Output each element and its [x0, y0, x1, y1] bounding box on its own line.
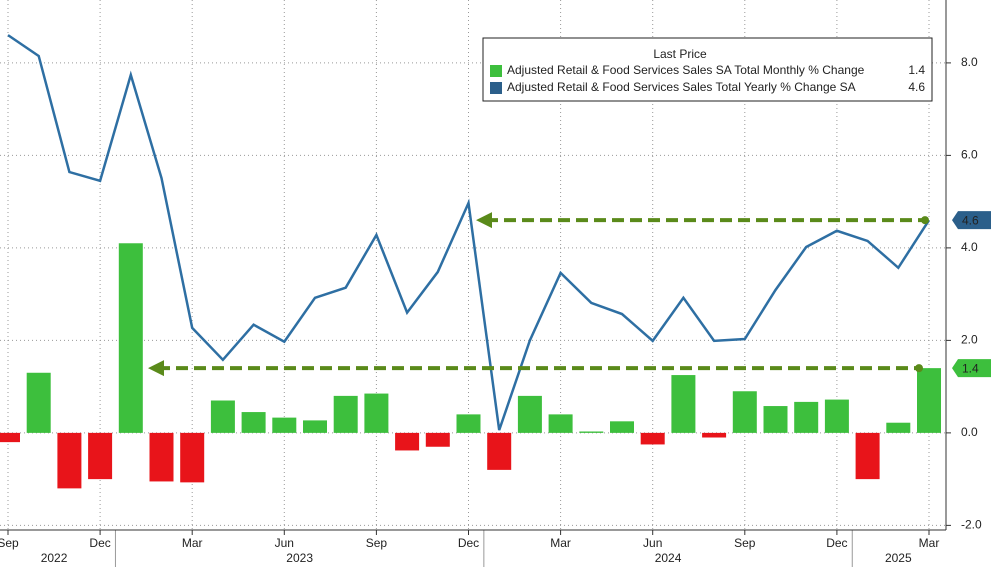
bar — [425, 432, 450, 447]
bar — [487, 432, 512, 470]
bar — [671, 375, 696, 433]
x-tick-label: Sep — [366, 536, 388, 550]
x-tick-label: Sep — [734, 536, 756, 550]
bar — [210, 400, 235, 433]
x-tick-label: Sep — [0, 536, 19, 550]
legend-value: 4.6 — [908, 80, 925, 94]
bar — [88, 432, 113, 480]
bar — [118, 243, 143, 433]
bar — [732, 391, 757, 433]
bar — [640, 432, 665, 445]
y-tick-label: 8.0 — [961, 55, 978, 69]
year-label: 2022 — [41, 551, 68, 565]
bar — [702, 432, 727, 438]
bar — [333, 395, 358, 433]
year-label: 2023 — [286, 551, 313, 565]
bar — [395, 432, 420, 451]
bar — [886, 422, 911, 433]
line — [7, 34, 931, 431]
legend-swatch — [490, 65, 502, 77]
y-tick-label: 6.0 — [961, 148, 978, 162]
bar — [180, 432, 205, 483]
arrow-head — [148, 360, 164, 377]
bar — [917, 368, 941, 433]
bar — [272, 417, 297, 433]
y-tick-label: 2.0 — [961, 333, 978, 347]
bar — [824, 399, 849, 433]
bar — [241, 412, 266, 433]
bar — [517, 395, 542, 433]
y-tick-label: 4.0 — [961, 240, 978, 254]
legend-title: Last Price — [653, 47, 707, 61]
x-tick-label: Dec — [826, 536, 847, 550]
legend-box — [482, 37, 933, 102]
arrow-dot — [921, 216, 929, 225]
bar — [149, 432, 174, 482]
value-tag — [952, 359, 991, 378]
bar — [303, 420, 327, 433]
bar — [579, 431, 604, 433]
x-tick-label: Mar — [550, 536, 571, 550]
bar — [610, 421, 634, 433]
bar — [548, 414, 573, 433]
value-tag-label: 4.6 — [962, 213, 979, 227]
year-label: 2024 — [655, 551, 682, 565]
bar — [364, 393, 389, 433]
legend-value: 1.4 — [908, 63, 925, 77]
bar — [0, 432, 20, 443]
legend-swatch — [490, 82, 502, 94]
y-tick-label: 0.0 — [961, 425, 978, 439]
arrow-head — [476, 212, 492, 229]
x-tick-label: Dec — [89, 536, 110, 550]
x-tick-label: Mar — [182, 536, 203, 550]
value-tag-label: 1.4 — [962, 361, 979, 375]
x-tick-label: Dec — [458, 536, 479, 550]
arrow-dot — [915, 364, 923, 373]
y-tick-label: -2.0 — [961, 518, 982, 532]
bar — [456, 414, 481, 433]
bar — [855, 432, 880, 480]
legend-label: Adjusted Retail & Food Services Sales To… — [507, 80, 856, 94]
x-tick-label: Jun — [275, 536, 294, 550]
x-tick-label: Mar — [919, 536, 940, 550]
value-tag — [952, 211, 991, 230]
bar — [794, 401, 819, 433]
x-tick-label: Jun — [643, 536, 662, 550]
bar — [26, 372, 51, 433]
legend-label: Adjusted Retail & Food Services Sales SA… — [507, 63, 865, 77]
year-label: 2025 — [885, 551, 912, 565]
bar — [57, 432, 82, 489]
bar — [763, 406, 788, 433]
